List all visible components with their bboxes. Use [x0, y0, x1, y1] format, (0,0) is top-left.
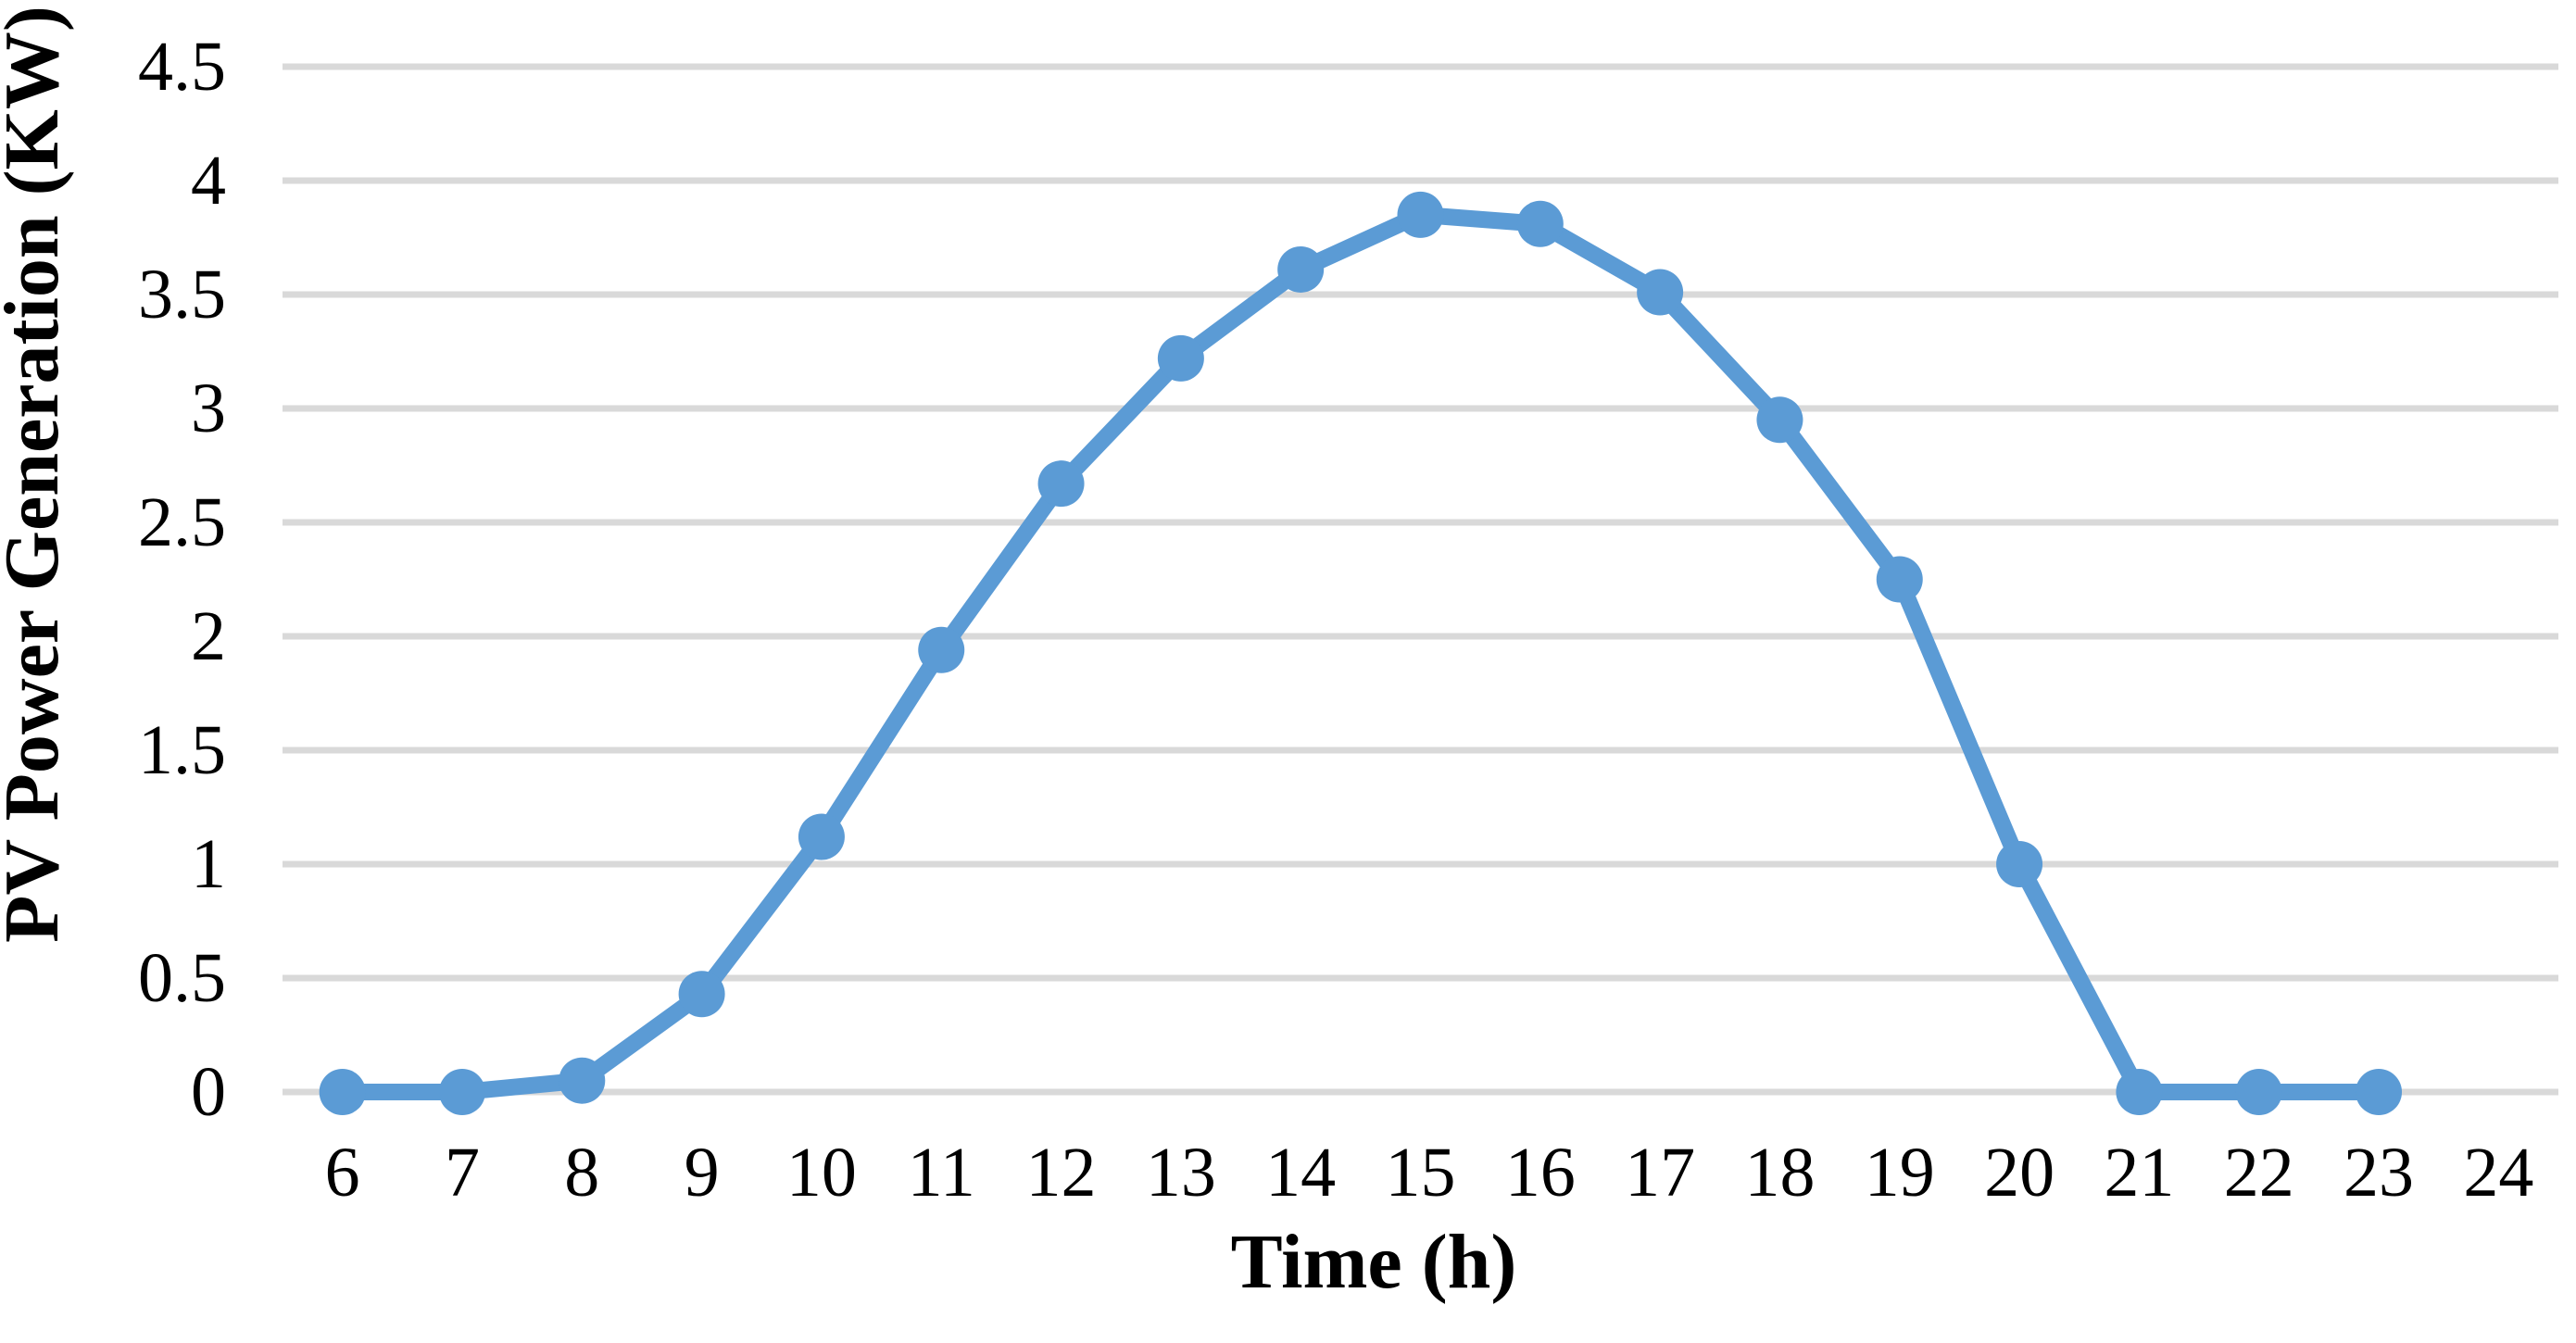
- data-point-marker: [2356, 1069, 2403, 1115]
- data-point-marker: [2235, 1069, 2282, 1115]
- series-line: [333, 206, 2388, 1100]
- y-tick-label: 1.5: [138, 711, 226, 789]
- y-tick-label: 2: [191, 597, 226, 675]
- x-tick-label: 14: [1265, 1134, 1336, 1211]
- x-tick-label: 22: [2224, 1134, 2294, 1211]
- y-tick-label: 4: [191, 142, 226, 220]
- x-tick-label: 17: [1625, 1134, 1695, 1211]
- x-tick-label: 15: [1386, 1134, 1456, 1211]
- y-axis-title: PV Power Generation (KW): [0, 6, 75, 943]
- data-point-marker: [1277, 245, 1325, 293]
- data-point-marker: [1516, 200, 1564, 247]
- x-tick-label: 7: [445, 1134, 480, 1211]
- data-point-marker: [559, 1057, 606, 1104]
- y-tick-label: 0: [191, 1053, 226, 1131]
- data-point-marker: [438, 1069, 485, 1115]
- y-tick-label: 4.5: [138, 28, 226, 106]
- data-point-marker: [1037, 460, 1085, 508]
- y-tick-label: 0.5: [138, 939, 226, 1017]
- x-tick-label: 24: [2463, 1134, 2533, 1211]
- x-tick-label: 19: [1865, 1134, 1935, 1211]
- x-tick-label: 21: [2104, 1134, 2174, 1211]
- x-tick-label: 18: [1744, 1134, 1815, 1211]
- data-point-marker: [798, 813, 845, 860]
- data-point-marker: [678, 971, 725, 1018]
- y-tick-label: 2.5: [138, 483, 226, 561]
- pv-series: [319, 191, 2403, 1115]
- data-point-marker: [918, 626, 965, 673]
- x-tick-label: 13: [1146, 1134, 1216, 1211]
- x-tick-label: 10: [786, 1134, 857, 1211]
- x-tick-label: 20: [1984, 1134, 2055, 1211]
- x-tick-label: 16: [1505, 1134, 1576, 1211]
- x-tick-label: 23: [2344, 1134, 2414, 1211]
- y-gridlines: [283, 63, 2558, 1096]
- data-point-marker: [1637, 269, 1684, 316]
- data-point-marker: [2116, 1069, 2163, 1115]
- data-point-marker: [1996, 841, 2043, 887]
- y-tick-label: 1: [191, 825, 226, 903]
- data-point-marker: [1397, 191, 1444, 238]
- x-tick-label: 12: [1026, 1134, 1097, 1211]
- y-tick-label: 3.5: [138, 256, 226, 333]
- x-tick-label: 6: [325, 1134, 360, 1211]
- x-tick-labels: 6 7 8 9 10 11 12 13 14 15 16 17 18 19 20 21 22 23 24: [325, 1134, 2534, 1211]
- x-tick-label: 8: [564, 1134, 599, 1211]
- x-tick-label: 9: [685, 1134, 720, 1211]
- data-point-marker: [1756, 396, 1803, 444]
- data-point-marker: [1157, 334, 1204, 382]
- x-tick-label: 11: [908, 1134, 975, 1211]
- y-tick-label: 3: [191, 370, 226, 447]
- y-tick-labels: 0 0.5 1 1.5 2 2.5 3 3.5 4 4.5: [138, 28, 226, 1131]
- x-axis-title: Time (h): [1231, 1219, 1517, 1305]
- data-point-marker: [1876, 556, 1923, 603]
- data-point-marker: [319, 1069, 366, 1115]
